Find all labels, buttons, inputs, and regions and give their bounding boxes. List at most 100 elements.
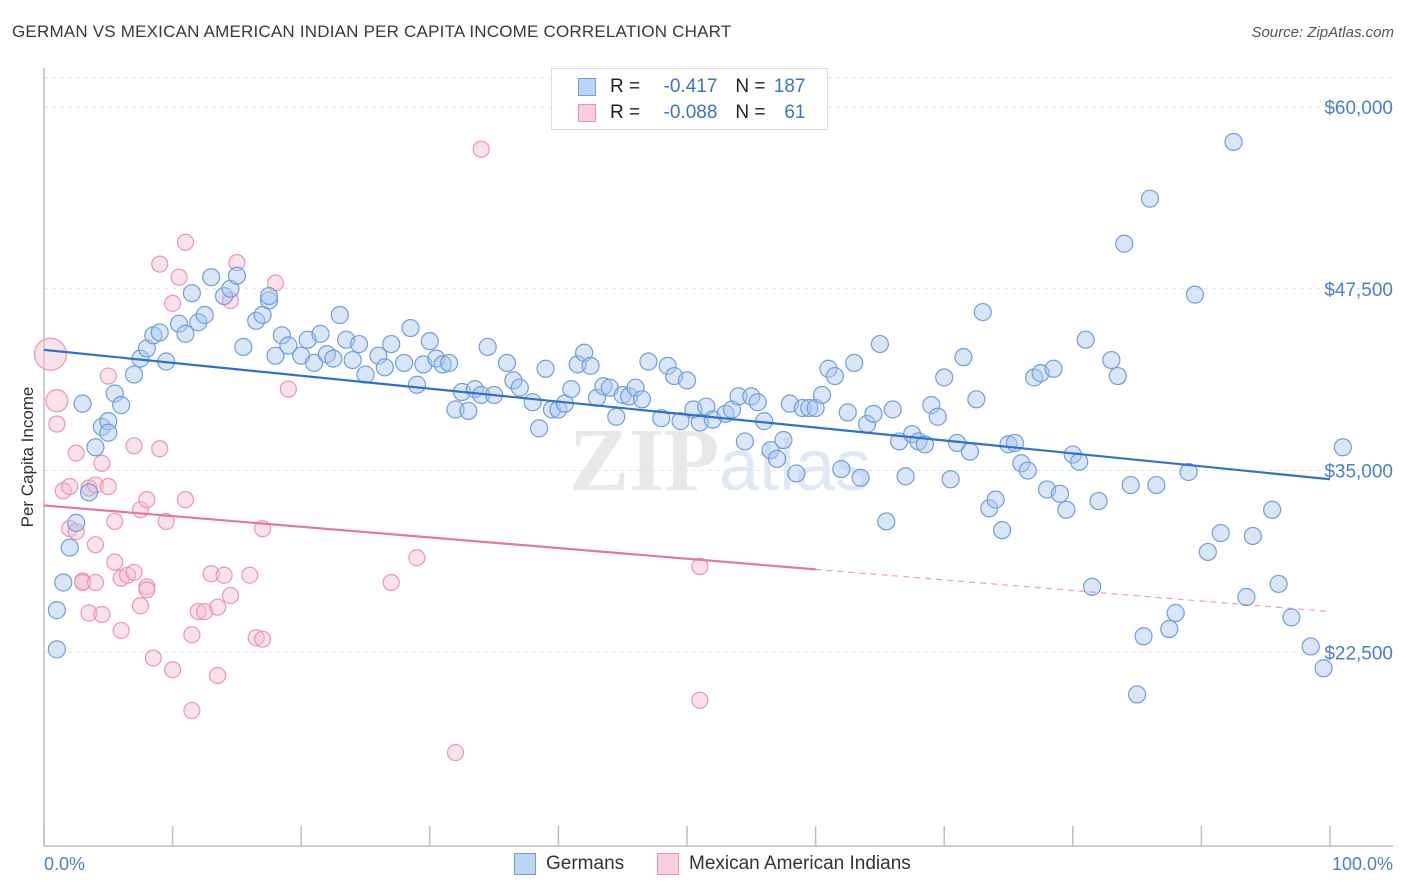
germans-point xyxy=(1018,461,1037,480)
germans-point xyxy=(375,358,394,377)
germans-point xyxy=(819,359,838,378)
germans-point xyxy=(999,435,1018,454)
germans-point xyxy=(838,403,857,422)
germans-point xyxy=(1269,574,1288,594)
mexican-point xyxy=(112,621,130,640)
germans-point xyxy=(1076,330,1095,349)
germans-point xyxy=(47,601,66,620)
germans-point xyxy=(748,393,767,412)
germans-point xyxy=(504,371,523,390)
germans-point xyxy=(915,435,935,454)
germans-point xyxy=(677,371,697,390)
legend-n-label: N = xyxy=(735,102,766,123)
mexican-point xyxy=(99,367,117,385)
germans-point xyxy=(973,302,992,322)
mexican-point xyxy=(472,140,490,158)
mexican-point xyxy=(247,629,265,647)
mexican-trend-extension xyxy=(815,568,1331,613)
germans-point xyxy=(1179,462,1198,482)
x-tick-label-right: 100.0% xyxy=(1332,854,1393,874)
mexican-point xyxy=(209,666,227,685)
germans-point xyxy=(1147,475,1166,495)
germans-point xyxy=(832,459,851,479)
mexican-point xyxy=(125,563,143,581)
germans-point xyxy=(169,314,189,333)
germans-point xyxy=(793,398,812,418)
germans-point xyxy=(99,423,118,442)
germans-point xyxy=(214,286,234,306)
germans-point xyxy=(227,266,246,285)
stats-legend: R = -0.417 N = 187 R = -0.088 N = 61 xyxy=(551,68,828,130)
germans-point xyxy=(607,407,626,426)
mexican-point xyxy=(164,294,182,312)
germans-point xyxy=(1224,132,1243,152)
germans-point xyxy=(1166,603,1185,623)
germans-point xyxy=(439,353,459,373)
mexican-point xyxy=(176,491,195,509)
mexican-point xyxy=(382,573,400,592)
mexican-point xyxy=(86,476,105,494)
mexican-point xyxy=(151,255,169,273)
chart-title: GERMAN VS MEXICAN AMERICAN INDIAN PER CA… xyxy=(12,22,732,41)
mexican-trend-line xyxy=(43,504,816,571)
mexican-point xyxy=(164,661,182,679)
mexican-point xyxy=(106,512,124,531)
bottom-legend-mexican: Mexican American Indians xyxy=(657,851,911,877)
germans-point xyxy=(922,396,941,415)
germans-point xyxy=(562,380,581,399)
mexican-point xyxy=(254,630,272,648)
germans-point xyxy=(1211,523,1230,543)
mexican-point xyxy=(196,602,214,621)
germans-point xyxy=(1333,438,1352,457)
mexican-point xyxy=(48,415,66,433)
legend-n-value: 187 xyxy=(773,76,806,97)
mexican-point xyxy=(67,444,85,462)
mexican-point xyxy=(221,586,240,605)
germans-point xyxy=(523,393,542,412)
germans-point xyxy=(986,490,1005,509)
germans-point xyxy=(1089,491,1108,511)
mexican-point xyxy=(183,701,201,720)
germans-point xyxy=(433,355,452,374)
germans-point xyxy=(234,337,253,357)
legend-n-label: N = xyxy=(735,76,766,97)
germans-point xyxy=(671,412,690,431)
germans-point xyxy=(800,398,819,418)
germans-point xyxy=(729,387,748,406)
germans-point xyxy=(182,284,201,303)
germans-point xyxy=(407,375,427,394)
germans-point xyxy=(189,313,208,332)
germans-point xyxy=(767,449,787,469)
mexican-point xyxy=(241,566,259,584)
germans-point xyxy=(1044,359,1063,378)
mexican-point xyxy=(691,691,709,709)
germans-point xyxy=(176,324,195,343)
mexican-point xyxy=(106,553,124,571)
germans-point xyxy=(86,438,105,457)
germans-point xyxy=(883,400,902,419)
germans-point xyxy=(851,468,870,487)
y-tick-label: $22,500 xyxy=(1324,643,1393,664)
germans-point xyxy=(1070,452,1089,471)
germans-point xyxy=(954,348,973,367)
germans-point xyxy=(1115,234,1134,253)
germans-point xyxy=(735,432,754,451)
germans-point xyxy=(1160,619,1179,639)
germans-series xyxy=(47,132,1352,704)
mexican-point xyxy=(228,254,246,272)
mexican-point xyxy=(209,598,227,616)
germans-point xyxy=(787,464,806,483)
germans-point xyxy=(150,323,169,342)
germans-point xyxy=(825,366,844,386)
germans-point xyxy=(1134,627,1153,646)
germans-point xyxy=(279,336,298,355)
germans-point xyxy=(1102,350,1121,370)
mexican-point xyxy=(138,491,156,509)
germans-point xyxy=(478,337,497,357)
mexican-point xyxy=(99,477,117,496)
germans-point xyxy=(105,384,124,403)
legend-n-value: 61 xyxy=(784,102,806,123)
germans-point xyxy=(1198,542,1217,562)
bottom-legend-swatch-blue xyxy=(514,853,536,875)
mexican-point xyxy=(131,597,150,615)
